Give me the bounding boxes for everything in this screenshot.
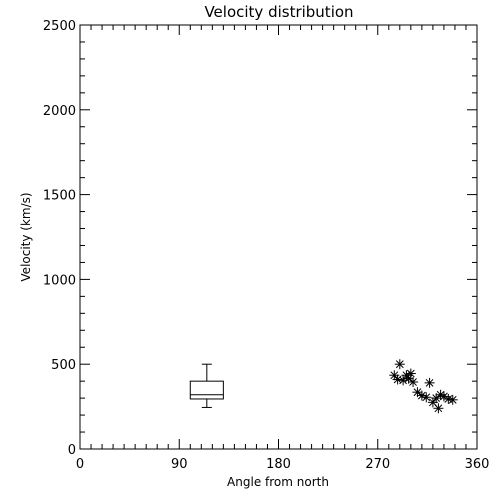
x-axis-title: Angle from north <box>227 475 329 489</box>
asterisk-stroke <box>399 376 408 385</box>
asterisk-stroke <box>425 378 434 387</box>
chart-title: Velocity distribution <box>204 3 353 21</box>
boxplot <box>189 363 224 408</box>
x-tick-label: 360 <box>465 457 490 472</box>
data-point <box>421 392 432 403</box>
asterisk-stroke <box>434 404 443 413</box>
y-axis-title: Velocity (km/s) <box>19 192 33 281</box>
asterisk-stroke <box>428 398 437 407</box>
y-tick-label: 2500 <box>43 19 76 34</box>
x-tick-label: 0 <box>76 457 84 472</box>
y-tick-label: 2000 <box>43 104 76 119</box>
x-tick-label: 270 <box>365 457 390 472</box>
axis-ticks: 0 90 180 270 360 0 500 1000 1500 2000 2500 <box>43 19 490 472</box>
data-point <box>424 377 435 388</box>
data-point <box>433 403 444 414</box>
data-point <box>405 368 416 379</box>
x-tick-label: 180 <box>266 457 291 472</box>
asterisk-stroke <box>440 392 448 401</box>
data-point <box>438 391 449 402</box>
boxplot-box <box>189 380 224 400</box>
asterisk-stroke <box>422 393 431 402</box>
y-tick-label: 0 <box>68 443 76 458</box>
data-point <box>408 377 419 388</box>
asterisk-stroke <box>432 394 441 403</box>
x-tick-label: 90 <box>171 457 188 472</box>
asterisk-stroke <box>448 395 457 404</box>
y-tick-label: 500 <box>51 358 76 373</box>
asterisk-stroke <box>409 378 417 386</box>
asterisk-stroke <box>436 390 445 399</box>
y-tick-label: 1500 <box>43 189 76 204</box>
asterisk-stroke <box>390 371 399 380</box>
data-point <box>447 394 458 405</box>
plot-frame <box>79 24 478 450</box>
asterisk-stroke <box>444 395 453 403</box>
asterisk-stroke <box>406 369 415 378</box>
data-point <box>416 390 427 401</box>
asterisk-stroke <box>417 391 426 400</box>
data-point <box>394 359 405 370</box>
asterisk-stroke <box>402 371 411 380</box>
data-points <box>389 359 458 414</box>
y-tick-label: 1000 <box>43 273 76 288</box>
asterisk-stroke <box>413 388 422 397</box>
asterisk-stroke <box>395 360 404 369</box>
